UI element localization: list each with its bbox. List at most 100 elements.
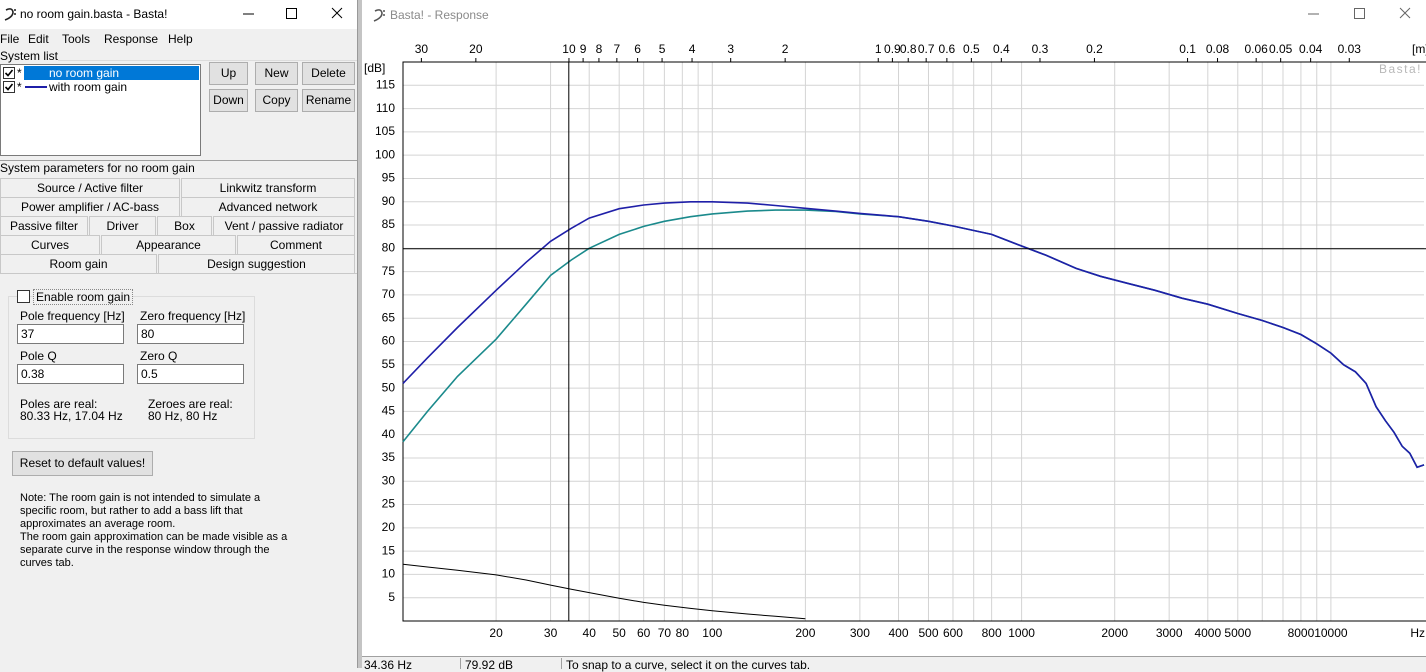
chart: 5101520253035404550556065707580859095100…: [364, 42, 1426, 640]
list-button[interactable]: Delete: [302, 62, 355, 85]
tab[interactable]: Curves: [0, 235, 100, 254]
checkbox[interactable]: [3, 81, 16, 94]
x-tick-label: 70: [658, 626, 672, 640]
y-tick-label: 15: [382, 543, 396, 557]
plot-frame: [402, 61, 1426, 622]
y-tick-label: 5: [388, 590, 395, 604]
zeroes-value: 80 Hz, 80 Hz: [148, 409, 218, 423]
menu-item[interactable]: Response: [104, 32, 159, 46]
window-title: Basta! - Response: [390, 8, 489, 22]
tab[interactable]: Comment: [237, 235, 355, 254]
y-tick-label: 10: [382, 567, 396, 581]
tab[interactable]: Box: [157, 216, 212, 235]
x-tick-label: 800: [982, 626, 1002, 640]
x2-tick-label: 30: [415, 42, 429, 56]
menu-item[interactable]: Help: [168, 32, 193, 46]
list-button[interactable]: Up: [209, 62, 248, 85]
x-tick-label: 300: [850, 626, 870, 640]
app-icon: [4, 8, 16, 21]
list-button[interactable]: New: [255, 62, 298, 85]
y-tick-label: 100: [375, 147, 395, 161]
x2-tick-label: 9: [580, 42, 587, 56]
x2-tick-label: 0.1: [1179, 42, 1196, 56]
y-tick-label: 65: [382, 310, 396, 324]
x2-tick-label: 5: [659, 42, 666, 56]
y-tick-label: 90: [382, 194, 396, 208]
list-item[interactable]: no room gain: [49, 66, 120, 80]
list-button[interactable]: Copy: [255, 89, 298, 112]
list-item[interactable]: with room gain: [49, 80, 128, 94]
x2-tick-label: 0.08: [1206, 42, 1230, 56]
list-button[interactable]: Down: [209, 89, 248, 112]
menu-item[interactable]: Tools: [62, 32, 91, 46]
tab[interactable]: Advanced network: [181, 197, 355, 216]
menu-item[interactable]: File: [0, 32, 20, 46]
x-tick-label: 5000: [1224, 626, 1251, 640]
tab[interactable]: Vent / passive radiator: [213, 216, 355, 235]
x2-tick-label: 0.9: [884, 42, 901, 56]
field-label: Pole frequency [Hz]: [20, 309, 125, 323]
x-axis-label: Hz: [1410, 626, 1425, 640]
window-controls[interactable]: [1302, 0, 1426, 29]
tab[interactable]: Driver: [89, 216, 156, 235]
reset-button[interactable]: Reset to default values!: [12, 451, 153, 476]
x2-tick-label: 4: [689, 42, 696, 56]
checkbox[interactable]: [3, 67, 16, 80]
y-tick-label: 95: [382, 171, 396, 185]
tab[interactable]: Room gain: [0, 254, 157, 273]
watermark: Basta!: [1379, 62, 1422, 76]
x2-tick-label: 2: [782, 42, 789, 56]
field-input[interactable]: 0.5: [137, 364, 244, 384]
enable-checkbox[interactable]: [17, 290, 30, 303]
x-tick-label: 100: [702, 626, 722, 640]
tab[interactable]: Appearance: [101, 235, 236, 254]
series-line: [402, 563, 806, 620]
field-input[interactable]: 37: [17, 324, 124, 344]
title-bar: [0, 0, 358, 29]
splitter[interactable]: [357, 0, 362, 668]
tab[interactable]: Passive filter: [0, 216, 88, 235]
tab[interactable]: Source / Active filter: [0, 178, 180, 197]
x-tick-label: 200: [795, 626, 815, 640]
x2-axis-label: [m]: [1412, 42, 1426, 56]
tab[interactable]: Power amplifier / AC-bass: [0, 197, 180, 216]
y-tick-label: 55: [382, 357, 396, 371]
section-label: System parameters for no room gain: [0, 161, 195, 175]
list-button[interactable]: Rename: [302, 89, 355, 112]
y-tick-label: 75: [382, 264, 396, 278]
field-label: Zero frequency [Hz]: [140, 309, 246, 323]
tab[interactable]: Linkwitz transform: [181, 178, 355, 197]
x2-tick-label: 0.5: [963, 42, 980, 56]
x2-tick-label: 3: [727, 42, 734, 56]
menu-item[interactable]: Edit: [28, 32, 49, 46]
note-line: The room gain approximation can be made …: [20, 531, 288, 543]
x2-tick-label: 0.03: [1338, 42, 1362, 56]
x2-tick-label: 20: [469, 42, 483, 56]
system-list[interactable]: * no room gain * with room gain: [0, 64, 201, 156]
enable-label[interactable]: Enable room gain: [33, 289, 134, 305]
group-line: [0, 60, 357, 157]
x-tick-label: 600: [943, 626, 963, 640]
x-tick-label: 20: [489, 626, 503, 640]
window-controls[interactable]: [236, 0, 358, 29]
note-line: Note: The room gain is not intended to s…: [20, 492, 261, 504]
field-input[interactable]: 80: [137, 324, 244, 344]
y-tick-label: 60: [382, 334, 396, 348]
field-input[interactable]: 0.38: [17, 364, 124, 384]
x2-tick-label: 1: [875, 42, 882, 56]
separator: [0, 160, 357, 161]
x-tick-label: 400: [888, 626, 908, 640]
x-tick-label: 500: [918, 626, 938, 640]
x2-tick-label: 0.8: [900, 42, 917, 56]
y-tick-label: 85: [382, 217, 396, 231]
y-tick-label: 50: [382, 380, 396, 394]
tab[interactable]: Design suggestion: [158, 254, 355, 273]
x2-tick-label: 6: [634, 42, 641, 56]
x2-tick-label: 0.4: [993, 42, 1010, 56]
app-icon: [373, 9, 385, 22]
x2-tick-label: 0.05: [1269, 42, 1293, 56]
y-tick-label: 30: [382, 473, 396, 487]
x-tick-label: 2000: [1101, 626, 1128, 640]
note-line: separate curve in the response window th…: [20, 544, 270, 556]
list-marker: *: [17, 80, 22, 94]
